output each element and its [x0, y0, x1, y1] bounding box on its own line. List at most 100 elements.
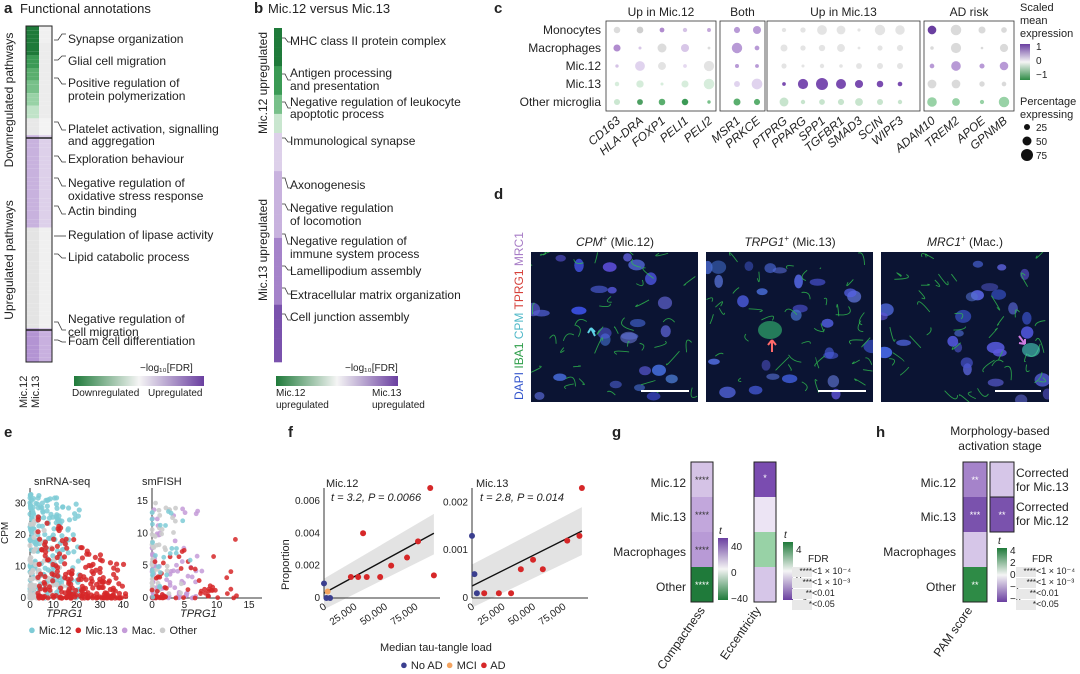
heat-cell [26, 84, 39, 89]
process [549, 334, 557, 344]
micrograph-mrc1 [881, 252, 1049, 402]
nucleus [947, 335, 959, 347]
point [48, 511, 54, 517]
heat-cell [39, 147, 52, 152]
point [167, 583, 173, 588]
nucleus [981, 283, 999, 292]
process [562, 333, 575, 342]
f-xlabel: Median tau-tangle load [380, 642, 492, 654]
dot [998, 96, 1010, 108]
heat-cell [274, 56, 282, 62]
heat-cell [274, 90, 282, 96]
point [175, 568, 181, 574]
heat-cell [274, 342, 282, 348]
process [639, 342, 645, 351]
point [72, 511, 78, 517]
point [157, 570, 163, 575]
process [594, 337, 604, 354]
point [36, 561, 42, 567]
process [926, 327, 932, 336]
process [596, 326, 604, 335]
fdr-legend-row: *<0.05 [792, 599, 851, 610]
nucleus [623, 253, 632, 262]
point [28, 559, 34, 566]
heat-cell [274, 61, 282, 67]
heat-cell [26, 227, 39, 232]
f-right-stat: t = 2.8, P = 0.014 [480, 492, 564, 504]
point [54, 554, 60, 561]
heat-cell [26, 202, 39, 207]
tick-label: 0.001 [443, 545, 468, 556]
heat-cell [39, 311, 52, 316]
heat-cell [274, 94, 282, 100]
heat-cell [26, 223, 39, 228]
process [709, 314, 714, 325]
fdr-legend-row: **<0.01 [792, 588, 851, 599]
nucleus [1034, 373, 1049, 387]
heat-cell [274, 295, 282, 301]
panel-a-title: Functional annotations [20, 1, 151, 16]
fdr-legend-row: ****<1 × 10⁻⁴ [1016, 566, 1075, 577]
dot [613, 26, 621, 34]
dot [897, 81, 903, 87]
gene-group-label: Both [730, 5, 755, 19]
heat-cell [26, 47, 39, 52]
bracket [282, 313, 291, 321]
point [81, 595, 88, 601]
process [732, 287, 740, 294]
point [51, 594, 57, 600]
point [212, 587, 218, 593]
scalebar [641, 390, 689, 392]
c-legend-tick-0: 0 [1036, 56, 1042, 67]
heat-cell [274, 252, 282, 258]
h-row-0: Mic.12 [920, 476, 956, 490]
process [621, 317, 634, 331]
point [114, 561, 120, 567]
point [198, 591, 203, 596]
pathway-term: Actin binding [68, 204, 137, 218]
heat-cell [963, 567, 987, 602]
dot [658, 98, 666, 106]
process [627, 341, 630, 347]
point [224, 591, 230, 596]
micrograph-cpm [531, 252, 698, 402]
dot [734, 81, 740, 87]
panel-g-label: g [612, 424, 622, 441]
point [154, 542, 160, 548]
process [761, 315, 774, 321]
point [100, 579, 106, 586]
process [613, 350, 630, 355]
point [42, 539, 48, 545]
heat-cell [26, 131, 39, 136]
point [54, 505, 60, 511]
point [170, 515, 175, 521]
heat-cell [39, 68, 52, 73]
point [90, 585, 96, 591]
bracket [54, 121, 66, 131]
e-left-title: snRNA-seq [34, 476, 91, 488]
point [66, 579, 72, 585]
dot [979, 81, 985, 87]
heat-cell [26, 311, 39, 316]
dot [681, 80, 689, 88]
h-fdr-legend: ****<1 × 10⁻⁴ ***<1 × 10⁻³ **<0.01 *<0.05 [1016, 566, 1075, 610]
process [631, 258, 642, 268]
process [606, 296, 612, 303]
dot [659, 27, 665, 33]
point [176, 554, 182, 560]
heat-cell [26, 160, 39, 165]
point [71, 536, 77, 543]
point [56, 551, 63, 557]
tick-label: 10 [137, 528, 149, 539]
process [635, 299, 650, 308]
point [76, 507, 82, 513]
g-t1-tick: −40 [731, 594, 748, 605]
point [49, 546, 55, 552]
point [163, 523, 168, 528]
point [199, 568, 205, 574]
point [43, 545, 49, 551]
heat-cell [26, 219, 39, 224]
process [848, 339, 864, 345]
heat-cell [274, 152, 282, 158]
process [636, 279, 644, 287]
